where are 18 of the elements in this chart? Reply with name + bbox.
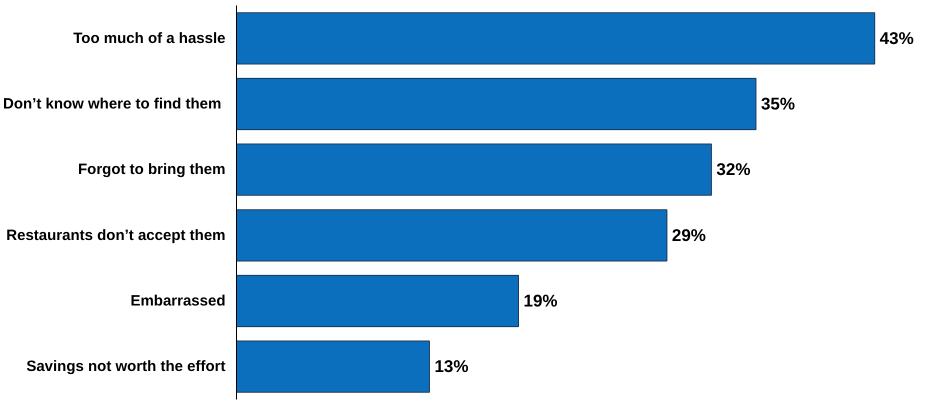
y-tick-label: Too much of a hassle	[73, 30, 226, 47]
bar	[236, 144, 712, 196]
bar	[236, 209, 668, 262]
y-tick-label: Embarrassed	[130, 292, 226, 310]
y-tick-label: Forgot to bring them	[78, 161, 226, 178]
bar	[236, 78, 756, 130]
data-label: 43%	[880, 28, 914, 48]
data-label: 13%	[434, 357, 468, 376]
y-tick-label: Savings not worth the effort	[26, 358, 226, 376]
y-tick-label: Don’t know where to find them	[3, 96, 222, 112]
data-label: 29%	[672, 226, 706, 245]
data-label: 32%	[716, 160, 750, 180]
bar	[236, 274, 519, 328]
data-label: 35%	[760, 94, 795, 114]
bar	[236, 12, 876, 64]
bar	[236, 340, 430, 393]
data-label: 19%	[523, 292, 558, 310]
y-tick-label: Restaurants don’t accept them	[6, 226, 226, 244]
